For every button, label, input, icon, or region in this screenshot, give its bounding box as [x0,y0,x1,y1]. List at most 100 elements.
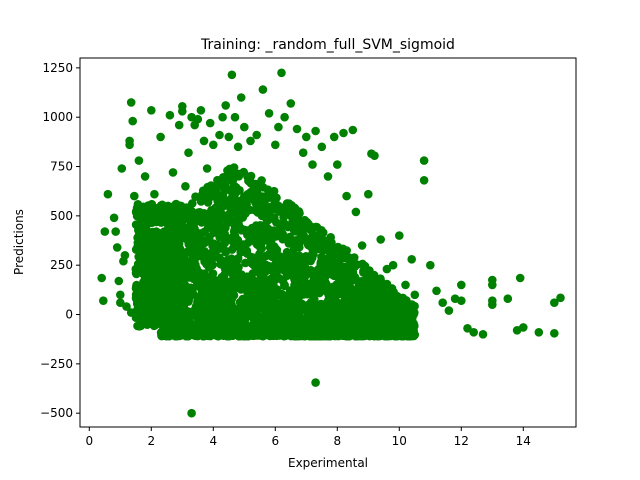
data-point [237,204,246,214]
data-point [344,290,354,299]
data-point [275,220,284,229]
data-point [399,309,409,318]
data-point [198,248,207,258]
data-point [268,291,277,301]
data-point [188,199,197,208]
data-point [164,221,174,230]
data-point [125,136,134,146]
data-point [116,298,125,308]
data-point [310,279,320,289]
data-point [205,118,215,128]
data-point [211,331,221,340]
data-point [257,302,266,312]
data-point [534,328,544,337]
data-point [370,151,379,160]
data-point [311,378,320,387]
data-point [348,312,358,322]
data-point [198,307,207,316]
data-point [286,99,296,108]
data-point [297,257,307,266]
data-point [132,203,142,213]
data-point [157,200,167,210]
data-point [395,298,404,308]
data-point [281,308,291,317]
data-point [137,286,147,296]
data-point [550,329,559,338]
data-point [191,302,201,311]
data-point [263,216,272,226]
data-point [342,191,351,201]
data-point [176,311,185,320]
data-point [252,130,261,140]
data-point [213,216,223,226]
data-point [339,128,348,138]
data-point [189,274,199,284]
data-point [243,172,252,181]
data-point [143,278,152,287]
data-point [226,205,236,215]
data-point [363,306,372,316]
data-point [301,285,311,294]
data-point [193,294,203,304]
data-point [187,266,197,276]
data-point [131,264,141,274]
y-tick-label: 250 [50,258,73,272]
data-point [316,259,326,269]
data-point [228,168,237,178]
data-point [351,207,361,217]
data-point [298,217,307,226]
data-point [318,277,328,286]
data-point [275,207,284,216]
data-point [298,148,308,157]
data-point [132,280,141,290]
data-point [137,320,146,330]
data-point [323,172,333,181]
data-point [175,267,184,276]
data-point [320,313,330,323]
data-point [432,286,441,296]
y-tick-label: −250 [40,357,73,371]
data-point [344,253,354,262]
data-point [117,164,127,173]
data-point [333,160,342,169]
data-point [197,272,207,281]
data-point [212,187,221,197]
data-point [375,283,384,293]
data-point [252,308,261,318]
data-point [278,234,288,244]
data-point [250,288,260,297]
data-point [263,330,272,340]
x-tick-label: 10 [392,434,407,448]
data-point [200,227,209,236]
data-point [116,290,125,300]
data-point [209,239,218,248]
data-point [383,316,393,325]
data-point [167,237,177,247]
data-point [156,132,165,142]
data-point [342,246,352,255]
data-point [230,190,239,199]
data-point [246,178,256,188]
data-point [250,231,259,240]
data-point [255,282,264,292]
data-point [168,168,178,177]
data-point [173,318,183,328]
data-point [178,107,187,116]
data-point [261,266,271,276]
data-point [297,320,306,330]
data-point [175,226,185,236]
data-point [219,287,229,296]
data-point [287,260,297,269]
data-point [229,291,239,300]
data-point [314,325,323,334]
data-point [194,319,203,329]
data-point [257,255,267,265]
data-point [165,110,175,120]
data-point [193,114,203,124]
data-point [376,275,385,284]
data-point [375,314,385,324]
data-point [204,212,213,222]
data-point [202,164,212,173]
data-point [365,331,374,341]
data-point [181,182,190,191]
